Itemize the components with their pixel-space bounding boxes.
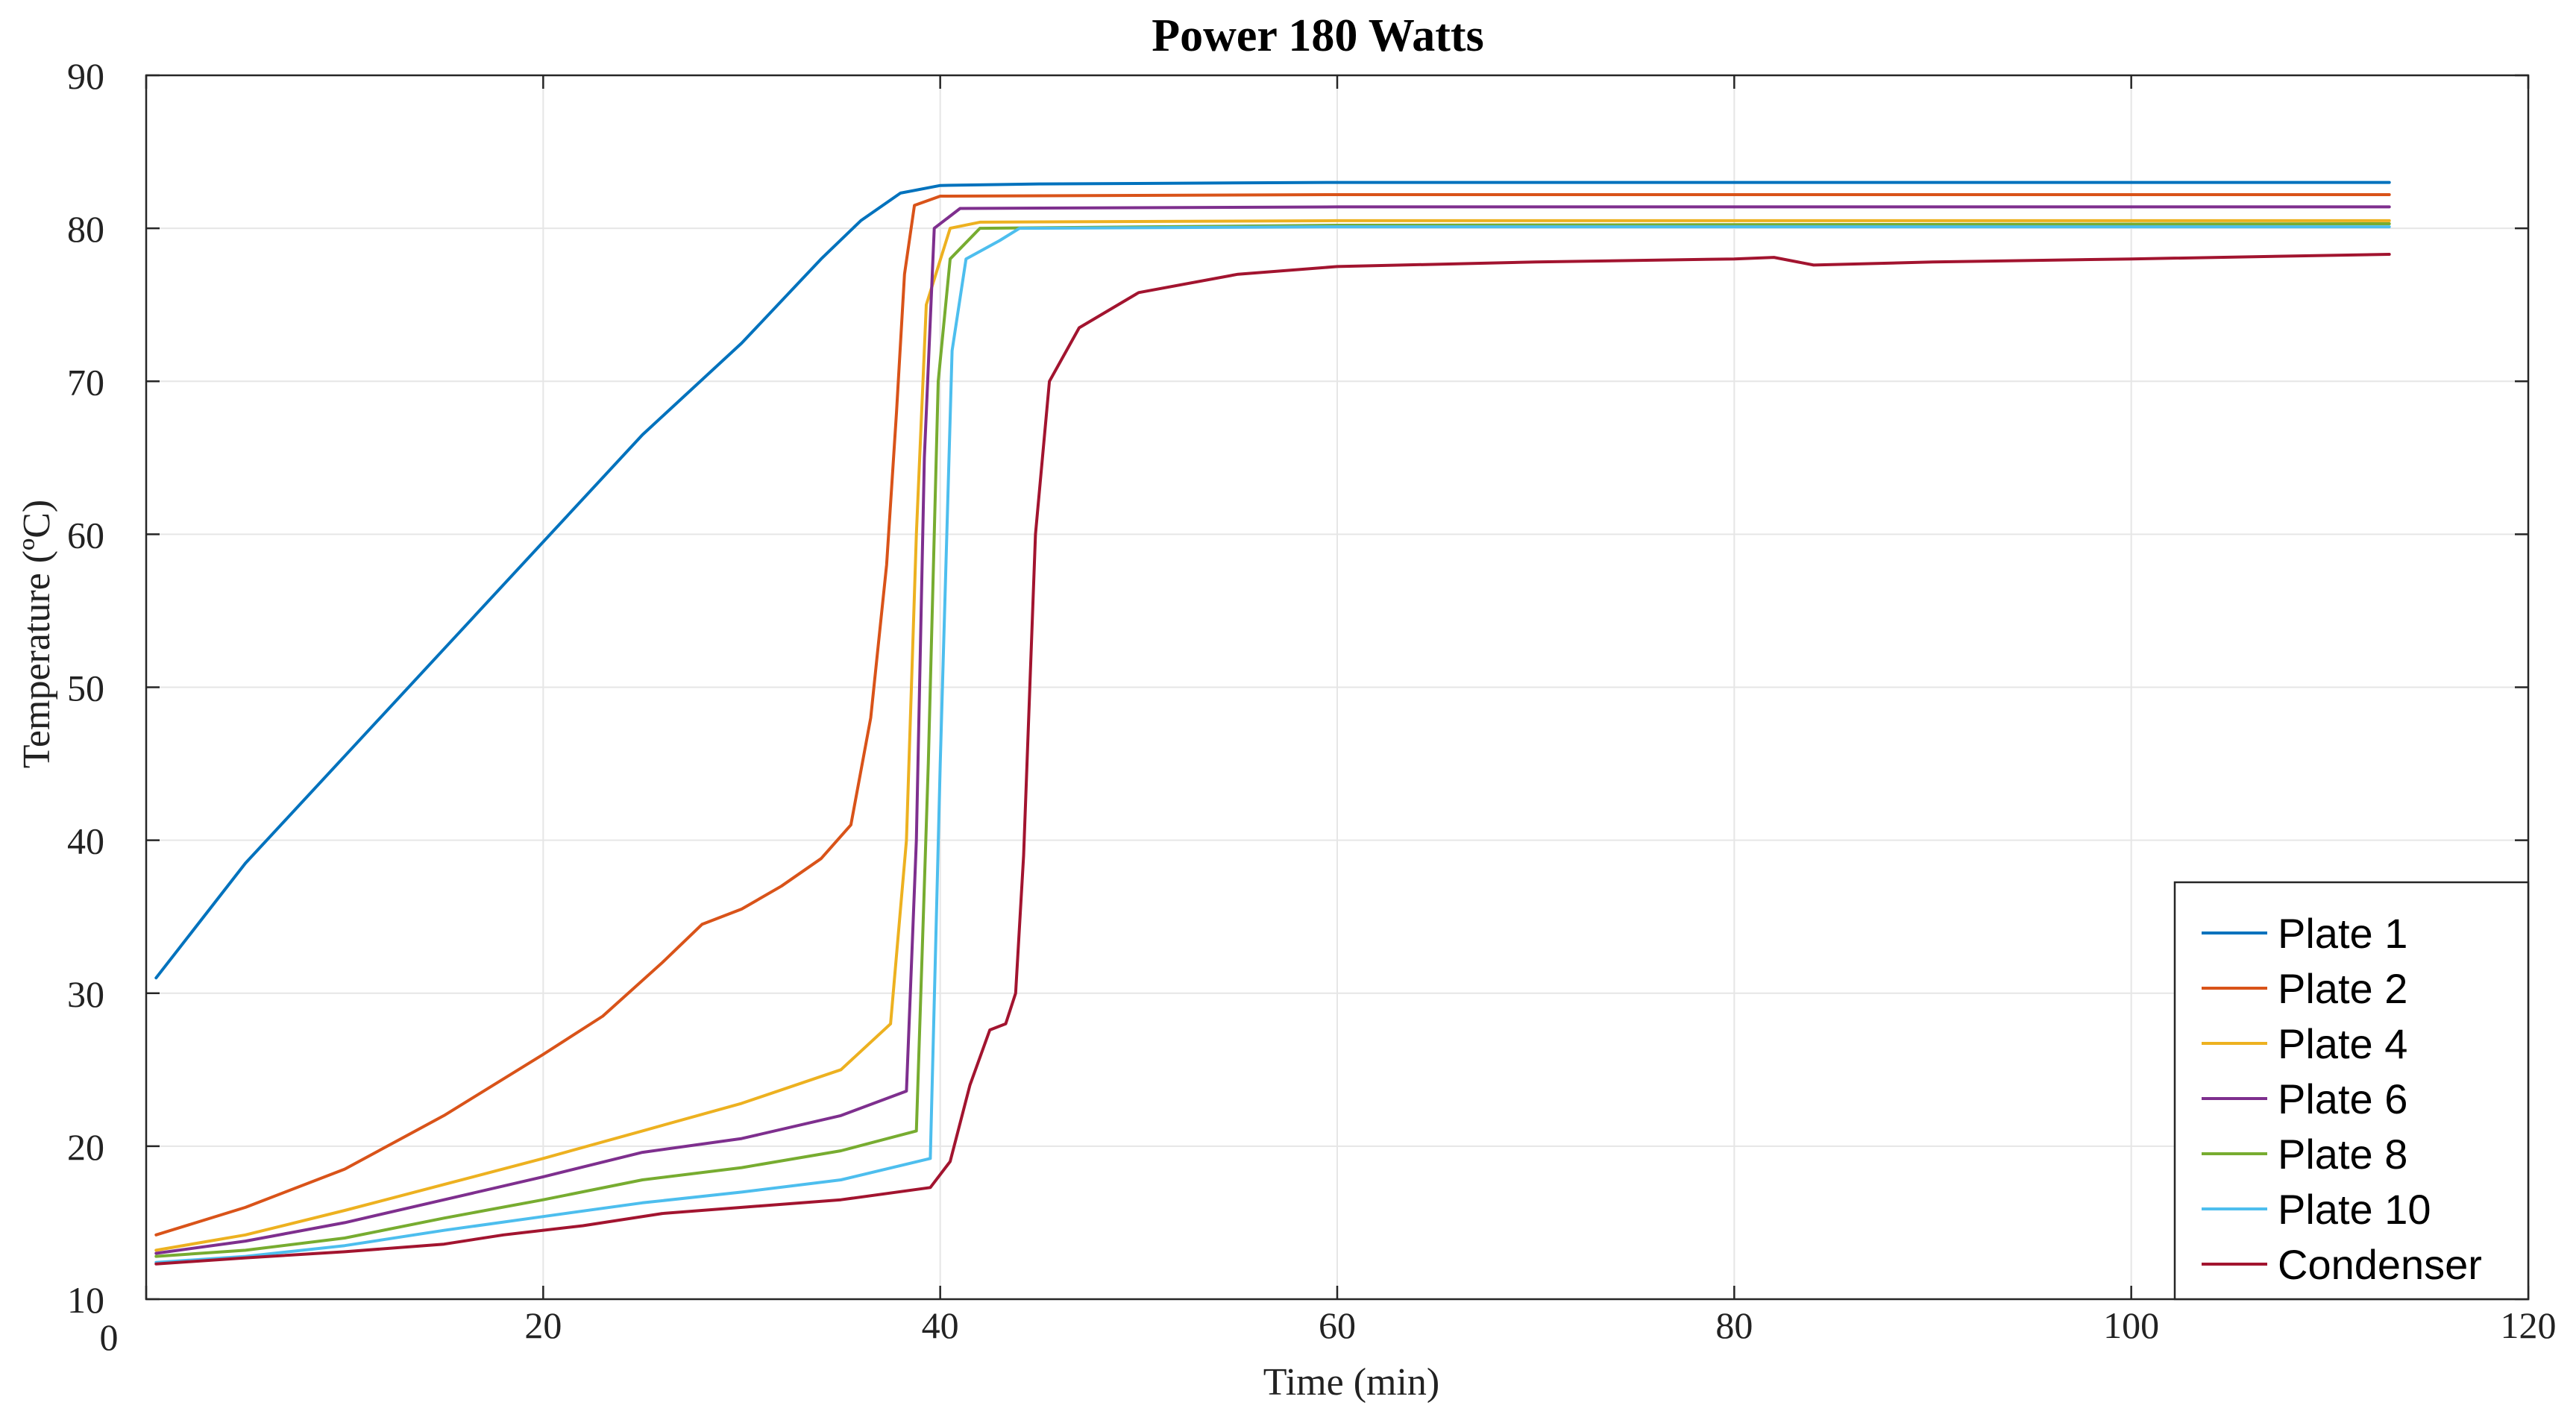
series-line-7 [154,253,2391,1266]
x-tick-label: 60 [1319,1304,1356,1346]
series-line-4 [154,205,2391,1255]
y-tick-label: 70 [67,361,104,403]
series-lines [154,180,2391,1266]
series-line-2 [154,193,2391,1237]
y-tick-label: 50 [67,667,104,709]
legend-label: Plate 8 [2278,1131,2407,1178]
legend-box [2173,881,2530,1301]
x-tick-label: 120 [2501,1304,2557,1346]
y-tick-label: 80 [67,208,104,250]
series-line-5 [154,222,2391,1258]
series-line-6 [154,225,2391,1264]
x-tick-label: 20 [524,1304,562,1346]
x-tick-label: 0 [100,1316,119,1358]
y-tick-label: 30 [67,973,104,1015]
y-axis-label: Temperature (ºC) [16,500,58,768]
x-axis-label: Time (min) [1263,1361,1439,1404]
y-tick-label: 60 [67,514,104,556]
series-line-1 [154,180,2391,980]
x-tick-label: 40 [922,1304,959,1346]
y-tick-label: 90 [67,55,104,97]
y-tick-label: 40 [67,820,104,862]
legend-label: Plate 4 [2278,1020,2407,1067]
grid [146,75,2528,1299]
legend-label: Plate 6 [2278,1075,2407,1122]
legend: Plate 1 Plate 2 Plate 4 Plate 6 Plate 8 Plate… [2173,881,2530,1301]
legend-label: Condenser [2278,1241,2482,1288]
axes-ticks: 0 20 40 60 80 100 120 10 20 30 40 50 60 70 80 90 [67,55,2557,1358]
series-line-3 [154,219,2391,1252]
y-tick-label: 20 [67,1126,104,1168]
legend-label: Plate 2 [2278,965,2407,1012]
y-tick-label: 10 [67,1279,104,1321]
x-tick-label: 80 [1715,1304,1753,1346]
legend-label: Plate 10 [2278,1186,2431,1233]
x-tick-label: 100 [2103,1304,2159,1346]
chart-title: Power 180 Watts [1152,10,1483,61]
legend-label: Plate 1 [2278,910,2407,957]
